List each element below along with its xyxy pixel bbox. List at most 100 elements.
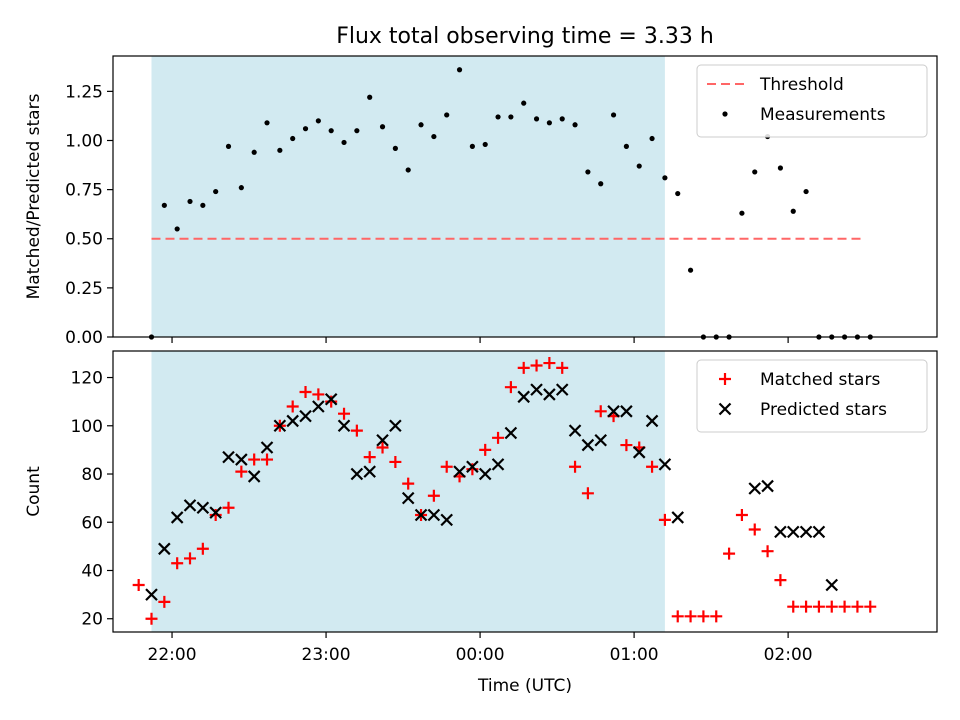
matched-stars-point [479,443,492,456]
measurement-point [277,147,283,153]
x-tick-label: 22:00 [148,645,197,665]
axes-frame [112,350,938,633]
predicted-stars-point [158,542,171,556]
matched-stars-point [620,439,633,452]
matched-stars-point [235,465,248,478]
measurement-point [367,94,373,100]
legend-measurements-swatch [722,111,728,117]
matched-stars-point [748,523,761,536]
x-tick-label: 23:00 [302,645,351,665]
matched-stars-point [350,424,363,437]
y-tick-label: 0.50 [65,230,103,250]
matched-stars-point [504,381,517,394]
predicted-stars-point [581,438,595,452]
matched-stars-point [299,386,312,399]
matched-stars-point [325,395,338,408]
matched-stars-point [517,361,530,374]
matched-stars-point [787,600,800,613]
ratio-panel: 0.00 0.25 0.50 0.75 1.00 1.25 Matched/Predicte… [24,55,938,348]
predicted-stars-point [286,414,299,428]
matched-stars-point [723,547,736,560]
predicted-stars-point [196,501,210,515]
measurement-point [469,143,475,149]
legend-box [696,359,928,433]
measurement-point [572,122,578,128]
predicted-stars-point [440,513,453,527]
predicted-stars-point [273,419,287,433]
measurement-point [687,267,694,273]
predicted-stars-point [170,511,184,524]
axes-frame [112,55,938,338]
matched-stars-point [338,407,351,420]
measurement-point [456,67,463,73]
predicted-stars-point [543,388,556,401]
matched-stars-point [248,453,261,466]
matched-stars-point [825,600,838,613]
predicted-stars-point [555,383,569,396]
chart-title: Flux total observing time = 3.33 h [336,24,714,49]
matched-stars-point [171,557,184,570]
matched-stars-point [389,455,402,468]
measurement-point [662,175,668,181]
matched-stars-point [312,388,325,401]
legend-box [696,64,928,138]
count-panel: 20 40 60 80 100 120 22:00 23:00 00:00 01:00 02:00 C… [24,350,938,696]
predicted-stars-point [376,433,389,447]
measurement-point [559,116,565,122]
measurement-point [495,114,501,120]
predicted-stars-point [658,458,672,471]
x-axis-label: Time (UTC) [477,676,572,696]
matched-stars-point [735,509,748,522]
measurement-point [392,145,398,151]
matched-stars-point [774,574,787,587]
matched-stars-point [556,361,569,374]
matched-stars-point [697,610,710,623]
measurement-point [649,135,655,142]
measurement-point [251,149,257,155]
measurement-point [675,190,681,197]
predicted-stars-point [209,506,222,519]
predicted-stars-point [312,400,325,413]
measurement-point [598,181,604,187]
matched-stars-point [184,552,197,565]
x-tick-label: 01:00 [610,645,659,665]
matched-stars-point [261,453,274,466]
predicted-stars-point [414,508,428,522]
predicted-stars-point [594,433,608,447]
predicted-stars-point [260,441,274,454]
matched-stars-point [646,460,659,473]
y-tick-label: 0.00 [65,328,103,348]
measurement-point [585,169,591,175]
legend-label: Predicted stars [760,400,887,420]
predicted-stars-point [491,458,505,471]
measurement-point [341,139,347,146]
predicted-stars-point [222,450,235,464]
y-axis-label: Matched/Predicted stars [24,93,44,299]
matched-stars-point [158,595,171,608]
y-tick-label: 60 [81,513,103,533]
matched-stars-point [710,610,723,623]
measurement-point [739,210,745,216]
measurement-point [213,188,219,195]
measurement-point [777,165,784,171]
predicted-stars-point [389,419,402,433]
matched-stars-point [145,612,158,625]
matched-stars-point [209,509,222,522]
predicted-stars-point [786,525,800,539]
matched-stars-point [466,463,479,476]
legend-label: Threshold [759,75,844,95]
x-tick-label: 00:00 [456,645,505,665]
matched-stars-point [800,600,813,613]
predicted-stars-point [350,467,364,481]
measurement-point [200,202,206,208]
predicted-stars-point [478,467,492,481]
matched-stars-point [286,400,299,413]
matched-stars-point [543,357,556,370]
matched-stars-point [594,405,607,418]
measurement-point [354,128,360,134]
measurement-point [290,135,296,142]
predicted-stars-point [632,446,646,459]
predicted-stars-point [427,508,441,522]
measurement-point [533,116,540,122]
